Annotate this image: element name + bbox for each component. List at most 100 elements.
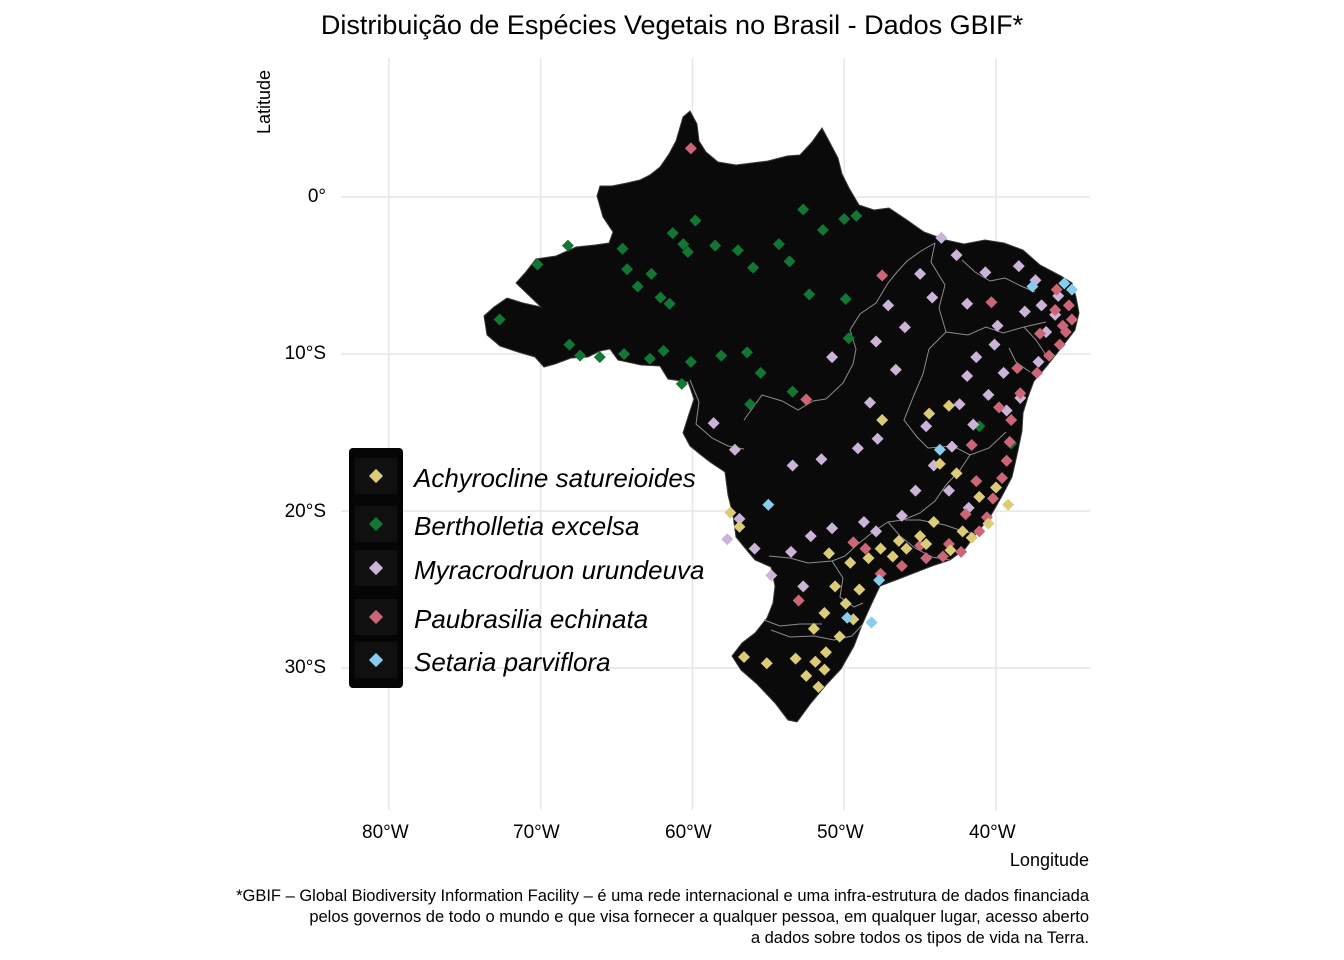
occurrence-point (898, 321, 911, 334)
occurrence-point (645, 267, 658, 280)
occurrence-point (818, 663, 831, 676)
occurrence-point (1034, 327, 1047, 340)
occurrence-point (772, 238, 785, 251)
occurrence-point (942, 484, 955, 497)
occurrence-point (847, 536, 860, 549)
lon-tick-label: 80°W (362, 822, 409, 843)
state-borders (689, 242, 1047, 641)
occurrence-point (531, 258, 544, 271)
diamond-icon (368, 609, 384, 625)
occurrence-point (738, 651, 751, 664)
occurrence-point (1065, 313, 1078, 326)
occurrence-point (935, 231, 948, 244)
occurrence-point (818, 607, 831, 620)
occurrence-point (786, 385, 799, 398)
occurrence-point (593, 351, 606, 364)
occurrence-point (733, 520, 746, 533)
occurrence-point (786, 459, 799, 472)
occurrence-point (1043, 349, 1056, 362)
occurrence-point (876, 413, 889, 426)
occurrence-point (631, 280, 644, 293)
occurrence-point (1018, 305, 1031, 318)
occurrence-point (874, 542, 887, 555)
occurrence-point (979, 266, 992, 279)
footnote-caption: *GBIF – Global Biodiversity Information … (89, 886, 1089, 949)
occurrence-point (936, 550, 949, 563)
occurrence-point (684, 355, 697, 368)
lat-tick-label: 20°S (284, 501, 326, 522)
occurrence-point (871, 432, 884, 445)
occurrence-point (677, 238, 690, 251)
legend-label: Myracrodruon urundeuva (414, 555, 705, 585)
occurrence-point (803, 288, 816, 301)
occurrence-point (1035, 299, 1048, 312)
occurrence-point (955, 545, 968, 558)
occurrence-point (967, 418, 980, 431)
occurrence-points (493, 142, 1078, 693)
occurrence-point (920, 552, 933, 565)
occurrence-point (895, 509, 908, 522)
occurrence-point (807, 622, 820, 635)
occurrence-point (1026, 280, 1039, 293)
occurrence-point (844, 556, 857, 569)
occurrence-point (1062, 299, 1075, 312)
occurrence-point (839, 293, 852, 306)
occurrence-point (1056, 319, 1069, 332)
occurrence-point (574, 349, 587, 362)
occurrence-point (733, 512, 746, 525)
legend-item: Setaria parviflora (349, 639, 769, 679)
occurrence-point (996, 472, 1009, 485)
occurrence-point (1058, 277, 1071, 290)
occurrence-point (621, 263, 634, 276)
occurrence-point (715, 349, 728, 362)
legend-label: Achyrocline satureioides (414, 463, 696, 493)
occurrence-point (909, 484, 922, 497)
occurrence-point (800, 669, 813, 682)
occurrence-point (882, 299, 895, 312)
occurrence-point (853, 583, 866, 596)
occurrence-point (993, 401, 1006, 414)
occurrence-point (920, 420, 933, 433)
occurrence-point (792, 594, 805, 607)
occurrence-point (950, 249, 963, 262)
occurrence-point (765, 569, 778, 582)
occurrence-point (889, 363, 902, 376)
occurrence-point (681, 245, 694, 258)
occurrence-point (1032, 355, 1045, 368)
occurrence-point (654, 291, 667, 304)
occurrence-point (859, 542, 872, 555)
occurrence-point (973, 525, 986, 538)
occurrence-point (892, 534, 905, 547)
lon-tick-label: 60°W (665, 822, 712, 843)
map-title: Distribuição de Espécies Vegetais no Bra… (320, 10, 1024, 40)
occurrence-point (944, 544, 957, 557)
occurrence-point (804, 530, 817, 543)
occurrence-point (914, 267, 927, 280)
occurrence-point (1005, 413, 1018, 426)
occurrence-point (985, 296, 998, 309)
occurrence-point (616, 242, 629, 255)
occurrence-point (990, 481, 1002, 494)
occurrence-point (841, 611, 854, 624)
occurrence-point (973, 490, 986, 503)
occurrence-point (833, 630, 846, 643)
occurrence-point (970, 351, 983, 364)
legend-item: Paubrasilia echinata (349, 596, 769, 636)
occurrence-point (865, 616, 878, 629)
occurrence-point (851, 442, 864, 455)
occurrence-point (945, 440, 958, 453)
occurrence-point (663, 297, 676, 310)
lon-tick-label: 70°W (513, 822, 560, 843)
occurrence-point (933, 443, 946, 456)
occurrence-point (675, 377, 688, 390)
occurrence-point (1050, 283, 1063, 296)
occurrence-point (970, 475, 983, 488)
legend-key (355, 506, 397, 542)
lat-tick-label: 10°S (284, 343, 326, 364)
occurrence-point (797, 580, 810, 593)
occurrence-point (657, 344, 670, 357)
occurrence-point (876, 269, 889, 282)
occurrence-point (926, 291, 939, 304)
